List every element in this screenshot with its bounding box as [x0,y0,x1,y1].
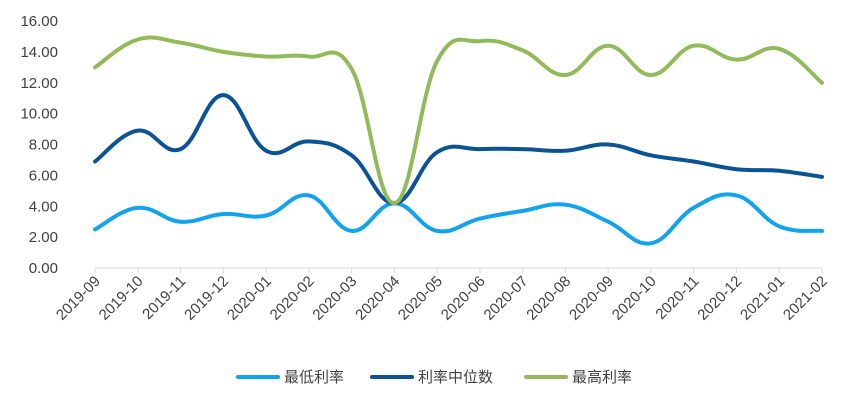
x-tick-label: 2020-06 [438,273,489,324]
legend-label: 利率中位数 [418,368,493,386]
x-tick-label: 2020-12 [694,273,745,324]
y-tick-label: 10.00 [20,106,58,123]
x-tick-label: 2019-11 [139,273,189,323]
x-tick-label: 2019-12 [181,273,232,324]
x-tick-label: 2021-01 [737,273,788,324]
legend-label: 最低利率 [284,368,344,386]
x-tick-label: 2020-02 [267,273,318,324]
y-tick-label: 14.00 [20,44,58,61]
y-tick-label: 6.00 [29,167,58,184]
legend-label: 最高利率 [572,368,632,386]
x-axis: 2019-092019-102019-112019-122020-012020-… [53,267,831,324]
legend: 最低利率 利率中位数 最高利率 [236,368,632,386]
x-tick-label: 2021-02 [780,273,831,324]
y-tick-label: 2.00 [29,229,58,246]
x-tick-label: 2019-09 [53,273,104,324]
series-group [93,35,824,246]
x-tick-label: 2020-03 [309,273,360,324]
y-tick-label: 12.00 [20,75,58,92]
x-tick-label: 2020-10 [609,273,660,324]
y-tick-label: 0.00 [29,260,58,277]
x-tick-label: 2020-01 [224,273,275,324]
x-tick-label: 2020-11 [652,273,702,323]
x-tick-label: 2019-10 [96,273,147,324]
series-line-2 [93,35,824,206]
y-tick-label: 4.00 [29,198,58,215]
x-tick-label: 2020-09 [566,273,617,324]
x-tick-label: 2020-07 [481,273,532,324]
y-tick-label: 8.00 [29,137,58,154]
x-tick-label: 2020-08 [523,273,574,324]
x-tick-label: 2020-05 [395,273,446,324]
y-axis: 0.00 2.00 4.00 6.00 8.00 10.00 12.00 14.00 16.00 [20,13,58,277]
y-tick-label: 16.00 [20,13,58,30]
series-line-1 [93,93,824,206]
series-line-0 [93,192,824,246]
x-tick-label: 2020-04 [352,273,403,324]
